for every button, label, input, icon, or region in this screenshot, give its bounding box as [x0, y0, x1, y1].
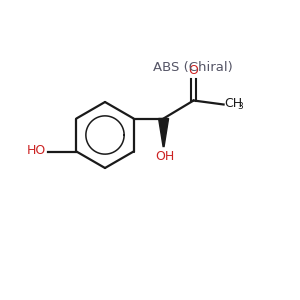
Text: ABS (Chiral): ABS (Chiral) — [153, 61, 233, 74]
Text: 3: 3 — [237, 102, 243, 111]
Text: OH: OH — [155, 151, 174, 164]
Text: HO: HO — [27, 144, 46, 157]
Text: O: O — [189, 64, 199, 76]
Text: CH: CH — [225, 97, 243, 110]
Polygon shape — [159, 118, 169, 146]
